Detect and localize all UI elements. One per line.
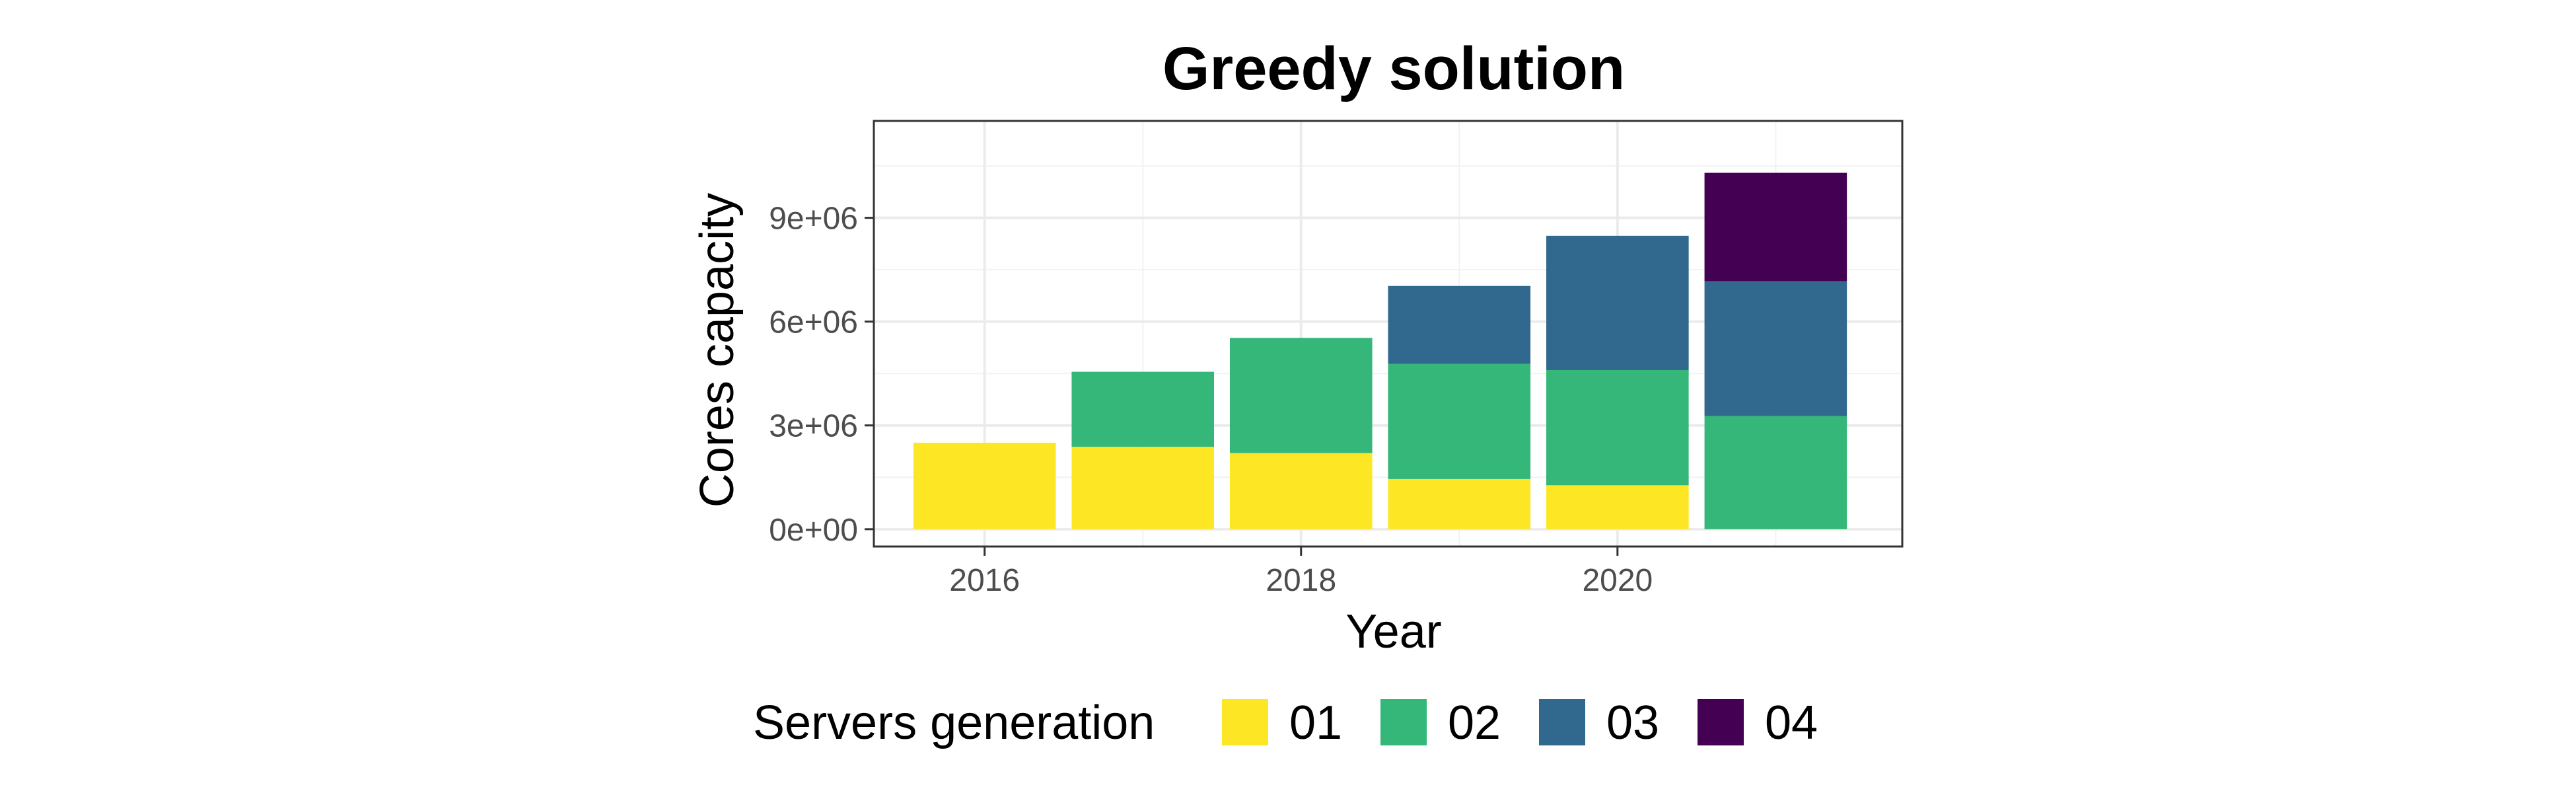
y-axis-title: Cores capacity: [691, 193, 744, 508]
legend-label-04: 04: [1765, 697, 1818, 749]
chart-title: Greedy solution: [1163, 35, 1625, 102]
bar-02-2019: [1388, 363, 1531, 479]
y-tick-label: 9e+06: [769, 202, 858, 237]
bar-01-2020: [1546, 485, 1689, 529]
bar-04-2021: [1704, 172, 1847, 282]
bar-03-2019: [1388, 285, 1531, 364]
bar-02-2020: [1546, 369, 1689, 486]
legend-key-03: [1539, 699, 1585, 745]
bar-03-2020: [1546, 235, 1689, 370]
bar-01-2018: [1229, 453, 1373, 529]
x-tick-label: 2016: [949, 563, 1020, 598]
y-tick-label: 0e+00: [769, 513, 858, 548]
legend-key-02: [1380, 699, 1427, 745]
x-tick-label: 2020: [1582, 563, 1653, 598]
bar-01-2019: [1388, 478, 1531, 529]
bar-01-2016: [913, 442, 1056, 529]
legend-label-03: 03: [1606, 697, 1659, 749]
plot-panel: 0e+00 3e+06 6e+06 9e+06 2016 2018 2020: [769, 120, 1904, 598]
bar-02-2021: [1704, 416, 1847, 529]
legend-title: Servers generation: [753, 697, 1155, 749]
legend: Servers generation 01 02 03 04: [753, 697, 1818, 749]
panel-border: [873, 120, 1904, 548]
y-tick-label: 6e+06: [769, 305, 858, 340]
x-tick-label: 2018: [1266, 563, 1336, 598]
bar-03-2021: [1704, 281, 1847, 416]
legend-label-02: 02: [1448, 697, 1501, 749]
bar-02-2017: [1071, 371, 1215, 447]
bar-02-2018: [1229, 338, 1373, 453]
bar-01-2017: [1071, 447, 1215, 529]
legend-key-04: [1698, 699, 1744, 745]
legend-label-01: 01: [1289, 697, 1342, 749]
y-tick-label: 3e+06: [769, 409, 858, 444]
x-axis-title: Year: [1345, 605, 1441, 658]
legend-key-01: [1222, 699, 1268, 745]
